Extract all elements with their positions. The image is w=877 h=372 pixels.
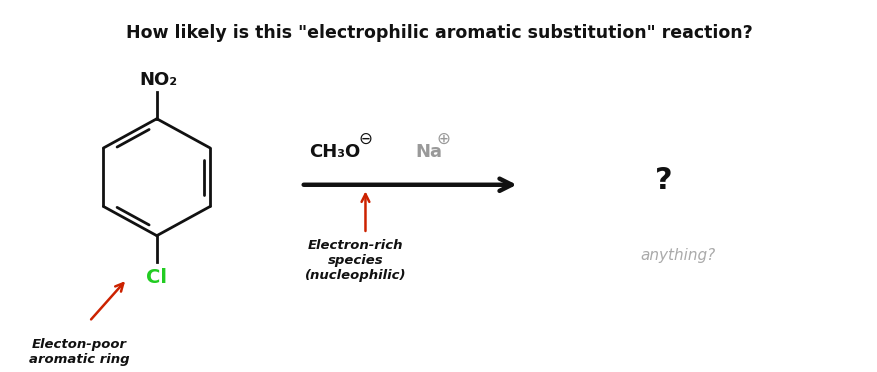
Text: Na: Na: [415, 143, 442, 161]
Text: Electron-rich
species
(nucleophilic): Electron-rich species (nucleophilic): [304, 240, 406, 282]
Text: NO₂: NO₂: [139, 71, 178, 89]
Text: ?: ?: [654, 166, 672, 195]
Text: Electon-poor
aromatic ring: Electon-poor aromatic ring: [29, 339, 130, 366]
Text: anything?: anything?: [640, 248, 716, 263]
Text: How likely is this "electrophilic aromatic substitution" reaction?: How likely is this "electrophilic aromat…: [125, 23, 752, 42]
Text: CH₃O: CH₃O: [309, 143, 360, 161]
Text: ⊖: ⊖: [358, 129, 372, 148]
Text: ⊕: ⊕: [436, 129, 449, 148]
Text: Cl: Cl: [146, 268, 168, 287]
